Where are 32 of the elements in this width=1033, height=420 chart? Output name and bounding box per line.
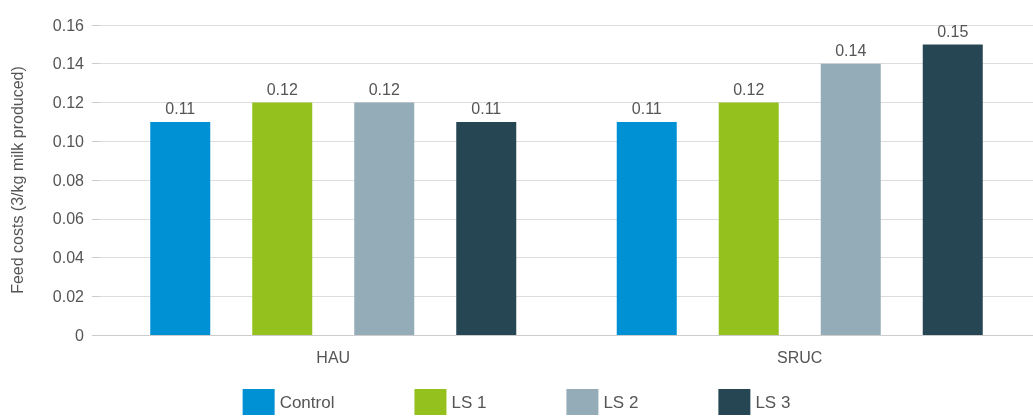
data-label: 0.11	[471, 100, 502, 118]
bar	[456, 121, 517, 335]
y-tick-label: 0.04	[52, 249, 85, 266]
y-tick-label: 0.14	[52, 55, 85, 73]
data-label: 0.14	[835, 42, 867, 60]
bar	[150, 121, 211, 335]
y-tick-label: 0.16	[52, 16, 85, 34]
legend-label: LS 2	[603, 392, 639, 412]
bar	[718, 102, 779, 335]
bar	[616, 121, 677, 335]
y-tick-label: 0.02	[52, 287, 85, 305]
data-label: 0.15	[937, 22, 969, 40]
y-tick-label: 0.06	[52, 210, 85, 228]
data-label: 0.12	[266, 81, 298, 98]
legend-label: LS 1	[451, 392, 487, 412]
y-tick-label: 0.08	[52, 171, 85, 189]
data-label: 0.12	[733, 81, 765, 98]
y-tick-label: 0.12	[52, 94, 85, 111]
y-tick-label: 0.10	[52, 132, 85, 150]
x-tick-label: HAU	[316, 348, 351, 366]
bar	[252, 102, 313, 335]
bar	[354, 102, 415, 335]
y-tick-label: 0	[75, 326, 85, 344]
legend-label: LS 3	[755, 392, 791, 412]
legend-label: Control	[279, 392, 335, 412]
data-label: 0.11	[631, 100, 662, 118]
data-label: 0.11	[165, 100, 196, 118]
x-tick-label: SRUC	[777, 348, 823, 366]
bar	[820, 63, 881, 335]
bar	[922, 44, 983, 335]
y-axis-title: Feed costs (3/kg milk produced)	[8, 66, 26, 294]
data-label: 0.12	[368, 81, 400, 98]
